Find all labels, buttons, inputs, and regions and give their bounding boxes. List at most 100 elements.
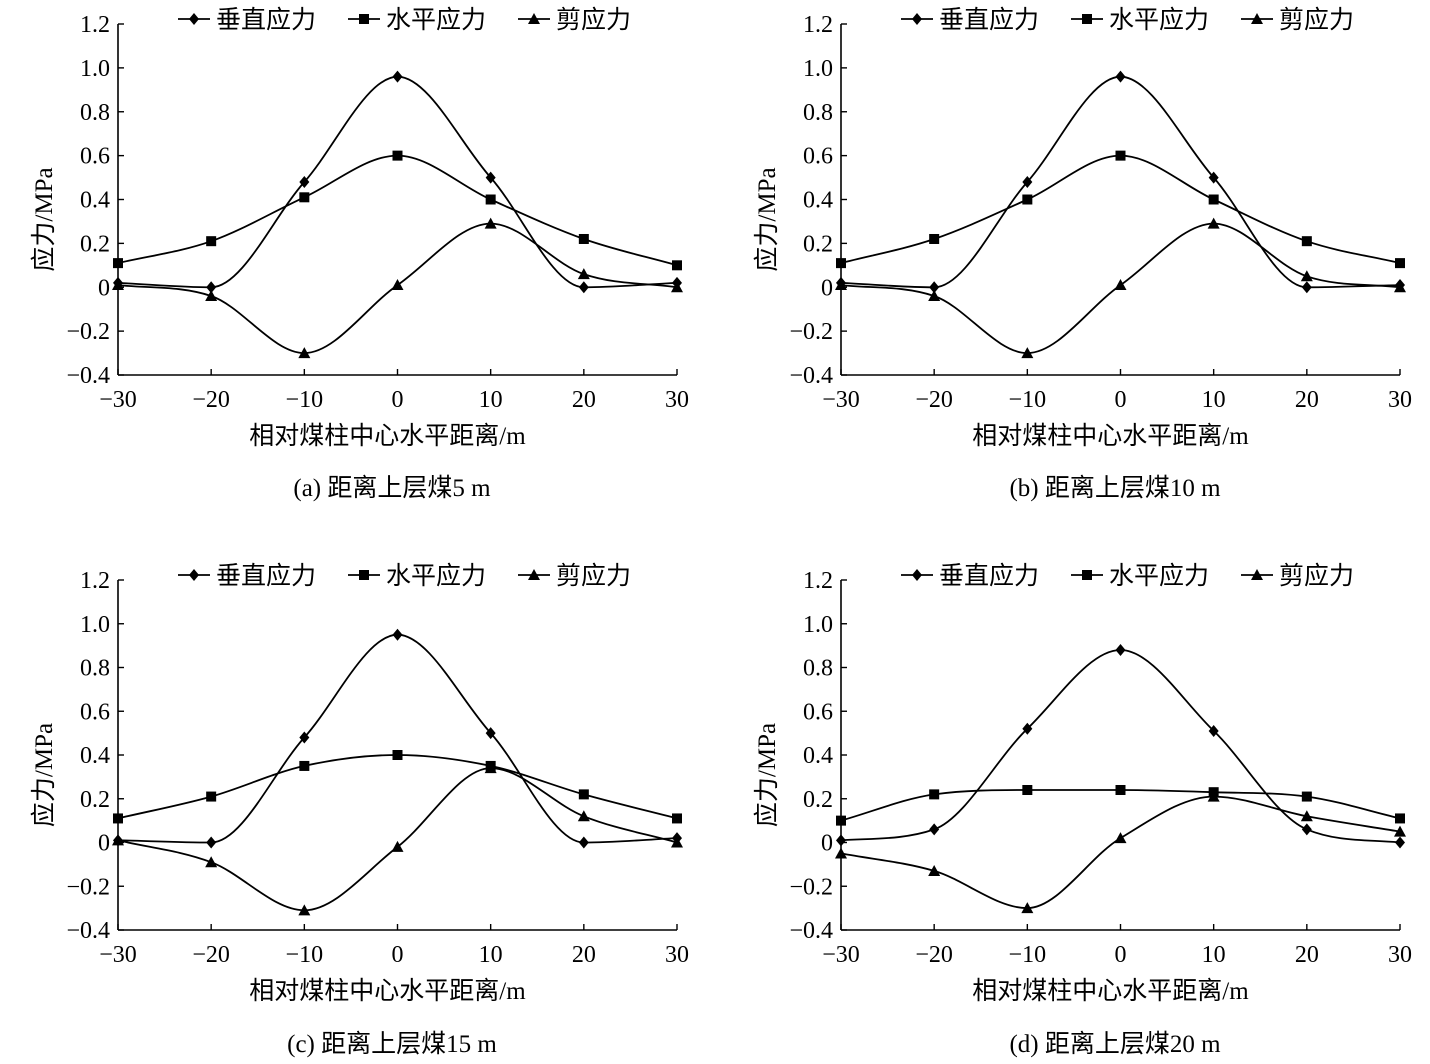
series-1	[836, 644, 1405, 849]
series-2	[836, 150, 1405, 269]
data-point-square	[206, 791, 217, 802]
y-tick-label: 0.4	[80, 743, 110, 769]
data-point-square	[299, 760, 310, 771]
legend-label: 剪应力	[1279, 6, 1354, 34]
x-tick-label: 20	[1295, 387, 1319, 413]
x-tick-label: −10	[1009, 387, 1047, 413]
x-tick-label: 0	[392, 942, 404, 968]
legend-marker-diamond	[912, 569, 922, 581]
data-point-triangle	[928, 290, 941, 302]
data-point-square	[1301, 791, 1312, 802]
data-point-square	[836, 258, 846, 269]
y-tick-label: −0.2	[789, 874, 833, 900]
data-point-triangle	[1114, 832, 1127, 844]
legend-item-1: 垂直应力	[901, 6, 1039, 34]
data-point-square	[836, 815, 846, 826]
x-tick-label: 30	[1388, 942, 1412, 968]
data-point-diamond	[1208, 171, 1219, 184]
x-tick-label: −30	[99, 387, 137, 413]
x-tick-label: −20	[915, 942, 953, 968]
data-point-square	[113, 258, 123, 269]
y-tick-label: 0	[821, 831, 833, 857]
data-point-triangle	[835, 279, 847, 291]
data-point-square	[578, 233, 589, 244]
legend-marker-triangle	[528, 13, 540, 24]
x-tick-label: 10	[479, 942, 503, 968]
y-tick-label: 0.6	[80, 144, 110, 170]
data-point-triangle	[205, 856, 218, 868]
y-tick-label: −0.4	[66, 363, 110, 389]
legend-item-3: 剪应力	[1241, 6, 1354, 34]
data-point-square	[392, 750, 403, 760]
legend-label: 垂直应力	[216, 562, 316, 590]
y-tick-label: 0	[821, 275, 833, 301]
data-point-triangle	[112, 279, 124, 291]
panel-caption: (b) 距离上层煤10 m	[1009, 474, 1221, 502]
data-point-triangle	[391, 279, 404, 291]
y-tick-label: 0.2	[803, 787, 833, 813]
data-point-square	[299, 192, 310, 203]
series-2	[113, 750, 682, 824]
y-tick-label: 0.8	[803, 100, 833, 126]
x-tick-label: −30	[822, 942, 860, 968]
series-3	[835, 790, 1406, 914]
data-point-square	[672, 260, 682, 271]
series-1	[113, 70, 682, 294]
y-tick-label: −0.4	[66, 918, 110, 944]
y-tick-label: 1.2	[80, 12, 110, 38]
y-tick-label: 1.0	[803, 612, 833, 638]
series-line	[117, 75, 678, 289]
y-tick-label: −0.4	[789, 363, 833, 389]
legend-marker-square	[1082, 570, 1092, 580]
x-axis-title: 相对煤柱中心水平距离/m	[972, 422, 1249, 450]
data-point-square	[1115, 785, 1126, 795]
legend-marker-triangle	[1251, 13, 1263, 24]
data-point-diamond	[299, 175, 310, 188]
data-point-diamond	[206, 836, 217, 849]
series-3	[112, 762, 683, 916]
series-line	[840, 154, 1401, 264]
data-point-triangle	[835, 847, 847, 859]
data-point-square	[1301, 236, 1312, 247]
y-tick-label: 0.8	[80, 656, 110, 682]
data-point-square	[1395, 813, 1405, 824]
series-line	[117, 754, 678, 820]
legend-marker-diamond	[189, 13, 199, 25]
data-point-triangle	[112, 834, 124, 846]
data-point-square	[113, 813, 123, 824]
data-point-triangle	[1114, 279, 1127, 291]
data-point-square	[485, 194, 496, 205]
data-point-triangle	[577, 810, 590, 822]
data-point-diamond	[578, 836, 589, 849]
series-1	[836, 70, 1405, 294]
x-tick-label: 10	[479, 387, 503, 413]
legend-item-3: 剪应力	[518, 562, 631, 590]
legend-label: 水平应力	[386, 6, 486, 34]
y-tick-label: 0.2	[80, 231, 110, 257]
data-point-triangle	[577, 268, 590, 280]
legend-marker-square	[359, 570, 369, 580]
legend-label: 垂直应力	[939, 6, 1039, 34]
series-2	[836, 785, 1405, 826]
series-3	[835, 217, 1406, 359]
data-point-square	[1022, 194, 1033, 205]
data-point-triangle	[1207, 217, 1220, 229]
x-tick-label: 10	[1202, 387, 1226, 413]
x-tick-label: −20	[192, 387, 230, 413]
data-point-triangle	[1300, 270, 1313, 282]
data-point-diamond	[1115, 70, 1126, 83]
data-point-diamond	[299, 731, 310, 744]
legend-item-2: 水平应力	[348, 6, 486, 34]
data-point-diamond	[929, 281, 940, 294]
legend-item-2: 水平应力	[1071, 562, 1209, 590]
y-tick-label: 0.2	[803, 231, 833, 257]
y-axis-title: 应力/MPa	[30, 167, 58, 271]
legend-label: 剪应力	[1279, 562, 1354, 590]
series-1	[113, 628, 682, 849]
data-point-triangle	[391, 840, 404, 852]
chart-panel-1: −0.4 −0.2 0 0.2 0.4 0.6 0.8 1.0 1.2 −30 −20 −10 0 10 2…	[30, 6, 689, 502]
y-tick-label: 1.0	[80, 612, 110, 638]
data-point-triangle	[1394, 281, 1406, 293]
y-tick-label: −0.4	[789, 918, 833, 944]
